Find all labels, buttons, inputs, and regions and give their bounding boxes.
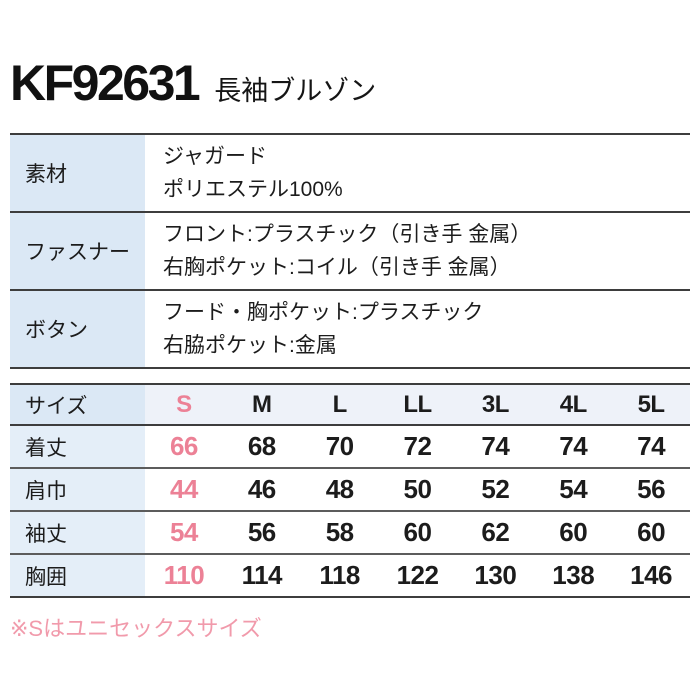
spec-value-line: フード・胸ポケット:プラスチック [163, 301, 484, 324]
spec-value-line: ポリエステル100% [163, 178, 343, 201]
size-value-cell: 114 [241, 560, 283, 590]
size-header-cell: S [176, 390, 192, 418]
size-table-row: 胸囲 110 114 118 122 130 138 146 [10, 555, 690, 598]
page-title: KF92631 長袖ブルゾン [10, 58, 376, 108]
product-name: 長袖ブルゾン [214, 76, 377, 106]
spec-row-value: フロント:プラスチック（引き手 金属） 右胸ポケット:コイル（引き手 金属） [145, 213, 690, 289]
size-row-label: 胸囲 [10, 555, 145, 596]
size-value-cell: 146 [630, 560, 673, 590]
size-header-row: サイズ S M L LL 3L 4L 5L [10, 383, 690, 426]
product-code: KF92631 [10, 55, 201, 111]
spec-value-line: 右胸ポケット:コイル（引き手 金属） [163, 256, 511, 279]
size-header-cell: 3L [481, 390, 510, 418]
size-header-cell: M [252, 390, 272, 418]
spec-row-value: ジャガードポリエステル100% [145, 135, 690, 211]
size-value-cell: 66 [169, 431, 198, 461]
size-value-cell: 60 [559, 517, 588, 547]
spec-value-line: 右脇ポケット:金属 [163, 334, 337, 357]
size-value-cell: 122 [396, 560, 439, 590]
size-value-cell: 110 [163, 560, 205, 590]
spec-row: 素材 ジャガードポリエステル100% [10, 133, 690, 211]
size-value-cell: 138 [552, 560, 595, 590]
spec-value-line: ジャガード [163, 145, 267, 168]
size-value-cell: 74 [637, 431, 666, 461]
size-value-cell: 60 [637, 517, 666, 547]
size-value-cell: 54 [559, 474, 588, 504]
size-value-cell: 62 [481, 517, 510, 547]
size-header-cell: 5L [637, 390, 666, 418]
size-value-cell: 68 [247, 431, 276, 461]
size-row-label: 肩巾 [10, 469, 145, 510]
size-table: サイズ S M L LL 3L 4L 5L 着丈 66 68 70 72 74 74 74 肩巾 44 46 48 50… [10, 383, 690, 598]
spec-row-label: ファスナー [10, 213, 145, 289]
size-value-cell: 44 [169, 474, 198, 504]
size-table-row: 着丈 66 68 70 72 74 74 74 [10, 426, 690, 469]
size-value-cell: 58 [325, 517, 354, 547]
size-value-cell: 118 [319, 560, 360, 590]
size-value-cell: 72 [403, 431, 432, 461]
spec-row: ボタン フード・胸ポケット:プラスチック 右脇ポケット:金属 [10, 289, 690, 369]
size-header-cell: LL [403, 390, 432, 418]
spec-value-line: フロント:プラスチック（引き手 金属） [163, 223, 532, 246]
footnote: ※Sはユニセックスサイズ [10, 616, 262, 641]
size-value-cell: 48 [325, 474, 354, 504]
size-table-row: 袖丈 54 56 58 60 62 60 60 [10, 512, 690, 555]
spec-table: 素材 ジャガード ポリエステル100% ファスナー フロント:プラスチック（引き手 金属… [10, 133, 690, 369]
spec-row-label: 素材 [10, 135, 145, 211]
size-header-cell: 4L [559, 390, 588, 418]
size-header-label: サイズ [10, 385, 145, 424]
size-row-label: 袖丈 [10, 512, 145, 553]
size-value-cell: 60 [403, 517, 432, 547]
size-value-cell: 52 [481, 474, 510, 504]
size-value-cell: 74 [481, 431, 510, 461]
size-row-label: 着丈 [10, 426, 145, 467]
spec-row: ファスナー フロント:プラスチック（引き手 金属） 右胸ポケット:コイル（引き手 金… [10, 211, 690, 289]
size-table-row: 肩巾 44 46 48 50 52 54 56 [10, 469, 690, 512]
size-value-cell: 56 [637, 474, 666, 504]
size-value-cell: 56 [247, 517, 276, 547]
spec-row-value: フード・胸ポケット:プラスチック 右脇ポケット:金属 [145, 291, 690, 367]
size-value-cell: 70 [325, 431, 354, 461]
size-value-cell: 74 [559, 431, 588, 461]
size-value-cell: 46 [247, 474, 276, 504]
size-value-cell: 130 [474, 560, 517, 590]
spec-row-label: ボタン [10, 291, 145, 367]
size-header-cell: L [332, 390, 348, 418]
size-value-cell: 54 [169, 517, 198, 547]
size-value-cell: 50 [403, 474, 432, 504]
